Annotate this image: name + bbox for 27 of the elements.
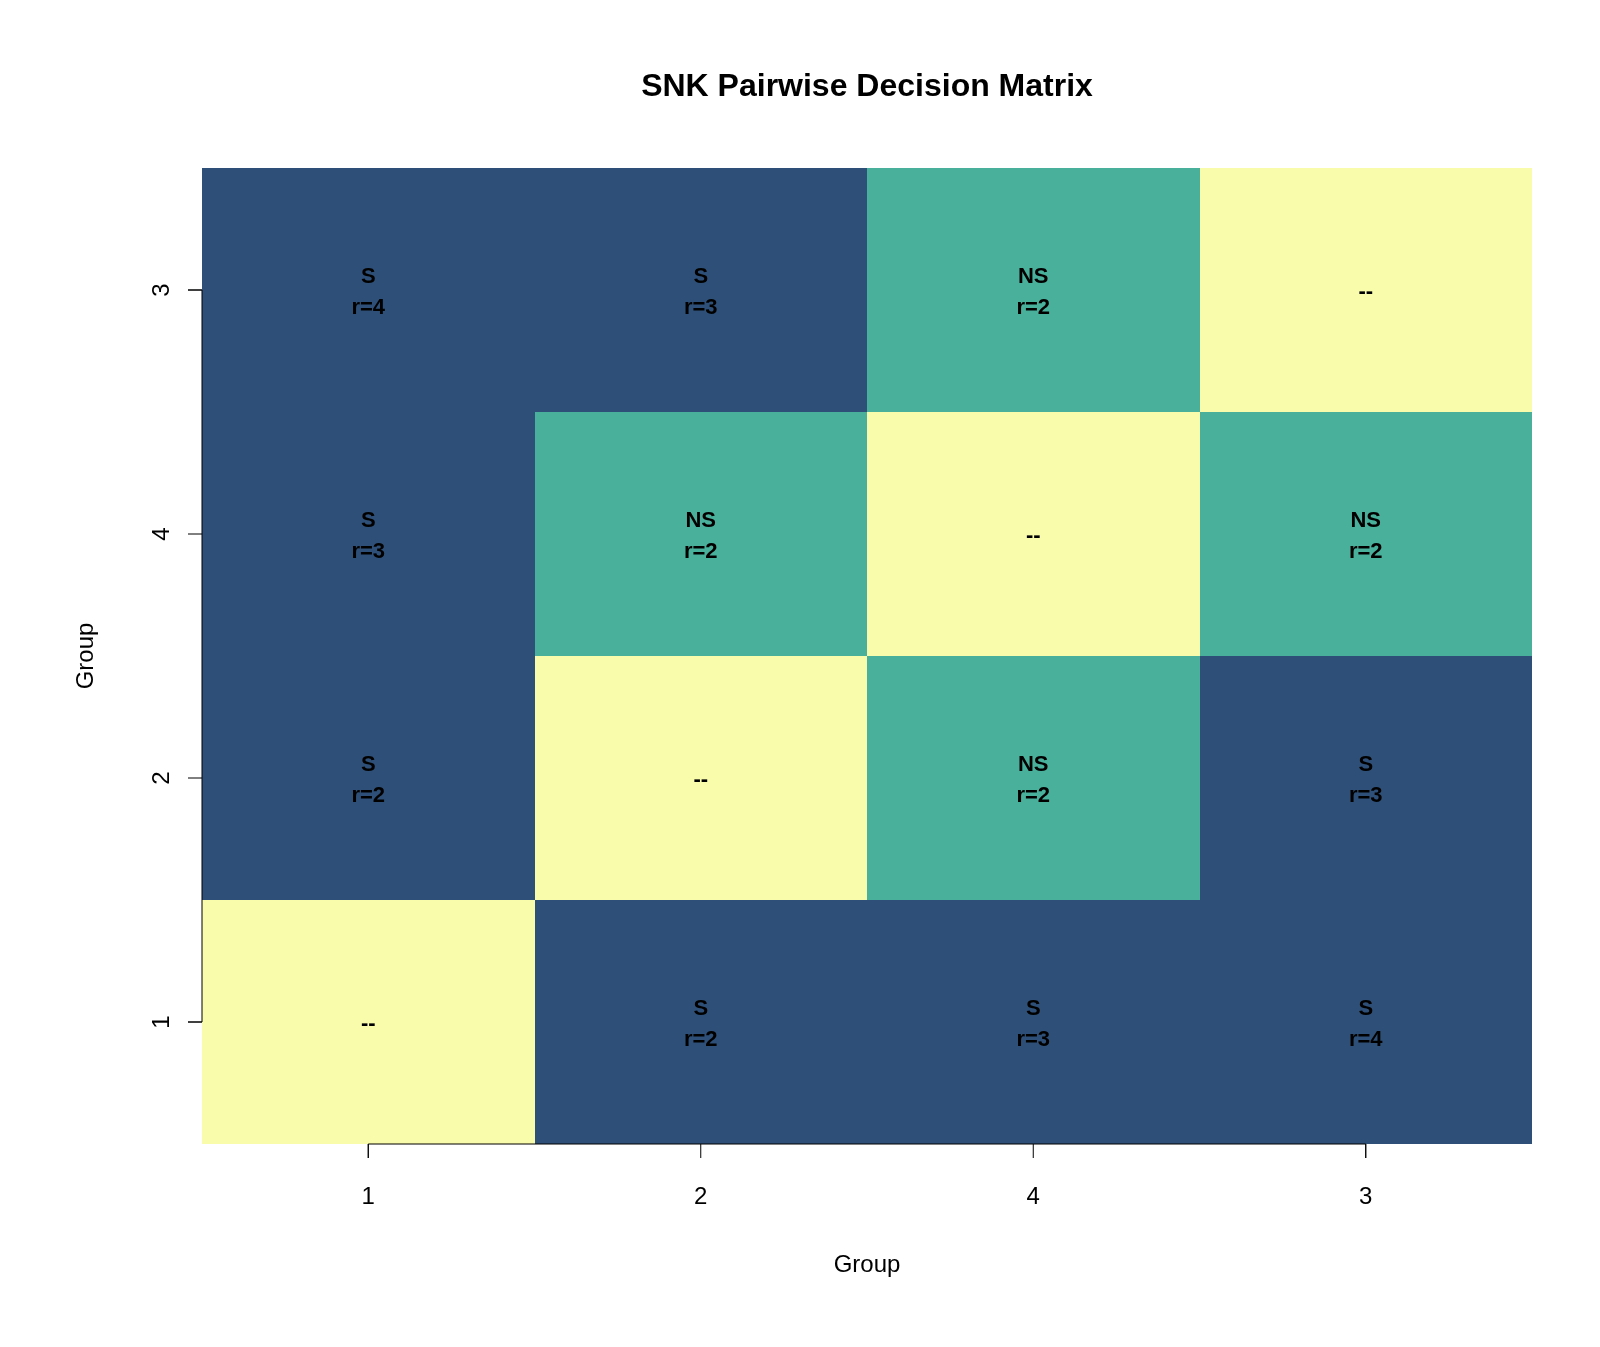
y-tick-label: 4: [146, 527, 174, 541]
data-label: S r=3: [683, 262, 718, 319]
x-tick-label: 4: [1026, 1182, 1040, 1210]
data-label: S r=2: [683, 994, 718, 1051]
data-label: S r=3: [1016, 994, 1051, 1051]
data-label: S r=4: [1348, 994, 1384, 1051]
y-axis-title: Group: [71, 622, 98, 690]
x-tick-label: 3: [1359, 1182, 1373, 1210]
data-label: NS r=2: [683, 506, 718, 563]
data-label: S r=3: [1348, 750, 1383, 807]
data-label: NS r=2: [1348, 506, 1383, 563]
y-tick-label: 2: [146, 771, 174, 785]
x-axis-title: Group: [833, 1250, 901, 1277]
data-label: S r=3: [351, 506, 386, 563]
text: --: [693, 766, 709, 791]
chart-title: SNK Pairwise Decision Matrix: [641, 67, 1094, 103]
text: --: [360, 1010, 376, 1035]
text: --: [1025, 522, 1041, 547]
x-tick-label: 2: [694, 1182, 708, 1210]
data-label: NS r=2: [1016, 262, 1051, 319]
data-label: NS r=2: [1016, 750, 1051, 807]
text: --: [1358, 278, 1374, 303]
y-tick-label: 3: [146, 283, 174, 297]
data-label: S r=2: [351, 750, 386, 807]
x-tick-label: 1: [361, 1182, 375, 1210]
y-tick-label: 1: [146, 1015, 174, 1029]
data-label: S r=4: [351, 262, 386, 319]
